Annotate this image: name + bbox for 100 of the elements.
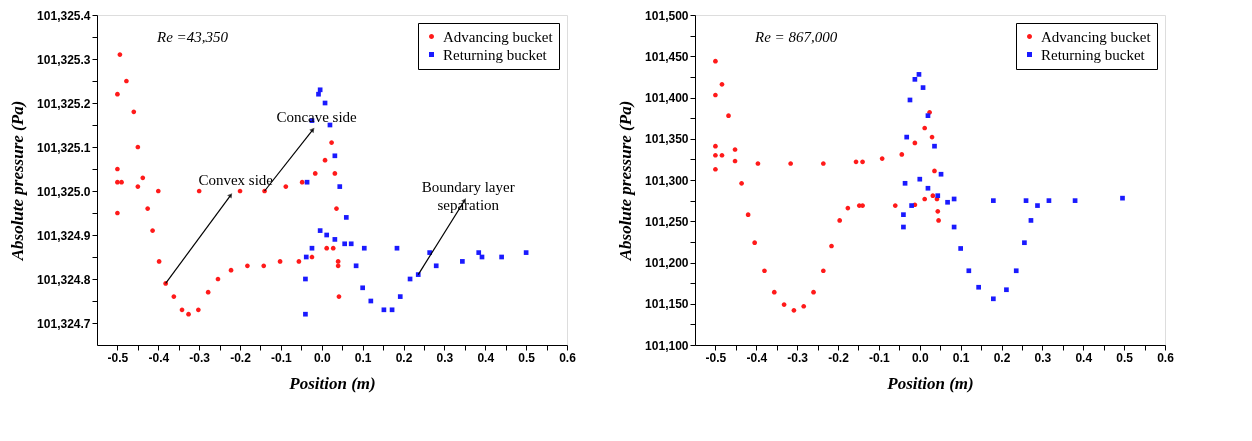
point [976, 284, 981, 290]
y-tick-label: 101,325.0 [37, 184, 91, 199]
point [303, 311, 308, 317]
y-tick-label: 101,150 [645, 297, 689, 312]
point [523, 250, 529, 255]
point [845, 205, 851, 211]
x-axis-title: Position (m) [288, 373, 376, 393]
x-tick-label: -0.4 [746, 350, 768, 365]
legend-label: Advancing bucket [1041, 28, 1152, 45]
point [929, 134, 935, 140]
y-tick-label: 101,325.4 [37, 8, 91, 23]
point [476, 250, 482, 255]
x-tick-label: 0.2 [395, 350, 413, 365]
point [713, 152, 718, 158]
x-tick-label: 0.2 [993, 350, 1011, 365]
x-tick-label: 0.0 [911, 350, 929, 365]
point [336, 294, 342, 299]
point [853, 159, 859, 165]
point [303, 254, 309, 260]
point [879, 156, 885, 161]
point [732, 158, 738, 164]
point [713, 92, 718, 98]
x-tick-label: -0.3 [189, 350, 211, 365]
point [228, 267, 234, 273]
point [820, 161, 826, 166]
x-tick-label: -0.2 [230, 350, 252, 365]
point [115, 210, 120, 216]
point [135, 144, 141, 150]
point [499, 254, 504, 260]
point [1120, 195, 1125, 201]
point [309, 245, 315, 251]
point [713, 166, 718, 172]
point [1046, 198, 1052, 203]
point [368, 298, 374, 304]
point [829, 243, 834, 249]
point [762, 268, 767, 274]
point [860, 159, 865, 165]
point [1072, 198, 1078, 203]
y-tick-label: 101,200 [645, 256, 689, 270]
point [343, 215, 349, 220]
point [348, 241, 354, 247]
y-axis-title: Absolute pressure (Pa) [8, 100, 28, 262]
point [332, 237, 338, 242]
point [920, 85, 926, 90]
point [322, 157, 328, 163]
point [899, 152, 905, 157]
y-tick-label: 101,400 [645, 91, 689, 105]
x-tick-label: 0.3 [1034, 350, 1052, 365]
point [958, 246, 963, 251]
point [837, 218, 843, 223]
annotation: Re =43,350 [156, 29, 229, 45]
point [902, 180, 908, 186]
point [303, 276, 308, 282]
x-tick-label: 0.5 [1116, 350, 1134, 365]
x-tick-label: -0.1 [869, 350, 891, 365]
point [145, 206, 151, 211]
point [752, 240, 758, 246]
point [337, 184, 343, 189]
point [312, 171, 318, 176]
x-tick-label: 0.6 [1157, 350, 1175, 365]
x-tick-label: -0.2 [828, 350, 850, 365]
y-tick-label: 101,250 [645, 214, 689, 229]
point [916, 72, 922, 77]
x-axis-title: Position (m) [886, 373, 974, 393]
point [304, 179, 310, 185]
point [801, 303, 807, 309]
point [932, 143, 937, 149]
x-tick-label: 0.1 [952, 350, 970, 365]
point [912, 140, 918, 146]
annotation: Convex side [198, 172, 274, 189]
point [215, 276, 221, 282]
point [739, 180, 744, 186]
point [119, 179, 124, 185]
point [892, 203, 898, 208]
y-tick-label: 101,324.7 [37, 316, 91, 331]
x-tick-label: -0.1 [271, 350, 293, 365]
point [381, 307, 387, 313]
x-tick-label: 0.6 [559, 350, 577, 365]
point [186, 311, 191, 317]
point [309, 254, 315, 260]
point [912, 77, 918, 82]
y-tick-label: 101,500 [645, 8, 689, 23]
point [1004, 287, 1009, 293]
legend-label: Advancing bucket [443, 28, 554, 45]
point [945, 199, 950, 205]
point [361, 245, 367, 251]
y-tick-label: 101,324.8 [37, 272, 91, 287]
point [966, 268, 972, 274]
point [938, 171, 944, 177]
x-tick-label: 0.1 [354, 350, 372, 365]
y-tick-label: 101,325.1 [37, 140, 91, 155]
point [342, 241, 348, 247]
point [1035, 203, 1040, 208]
point [353, 263, 359, 269]
x-tick-label: 0.4 [1075, 350, 1093, 365]
point [124, 78, 129, 84]
point [389, 307, 395, 313]
point [460, 259, 465, 264]
point [324, 232, 330, 238]
point [360, 285, 365, 291]
